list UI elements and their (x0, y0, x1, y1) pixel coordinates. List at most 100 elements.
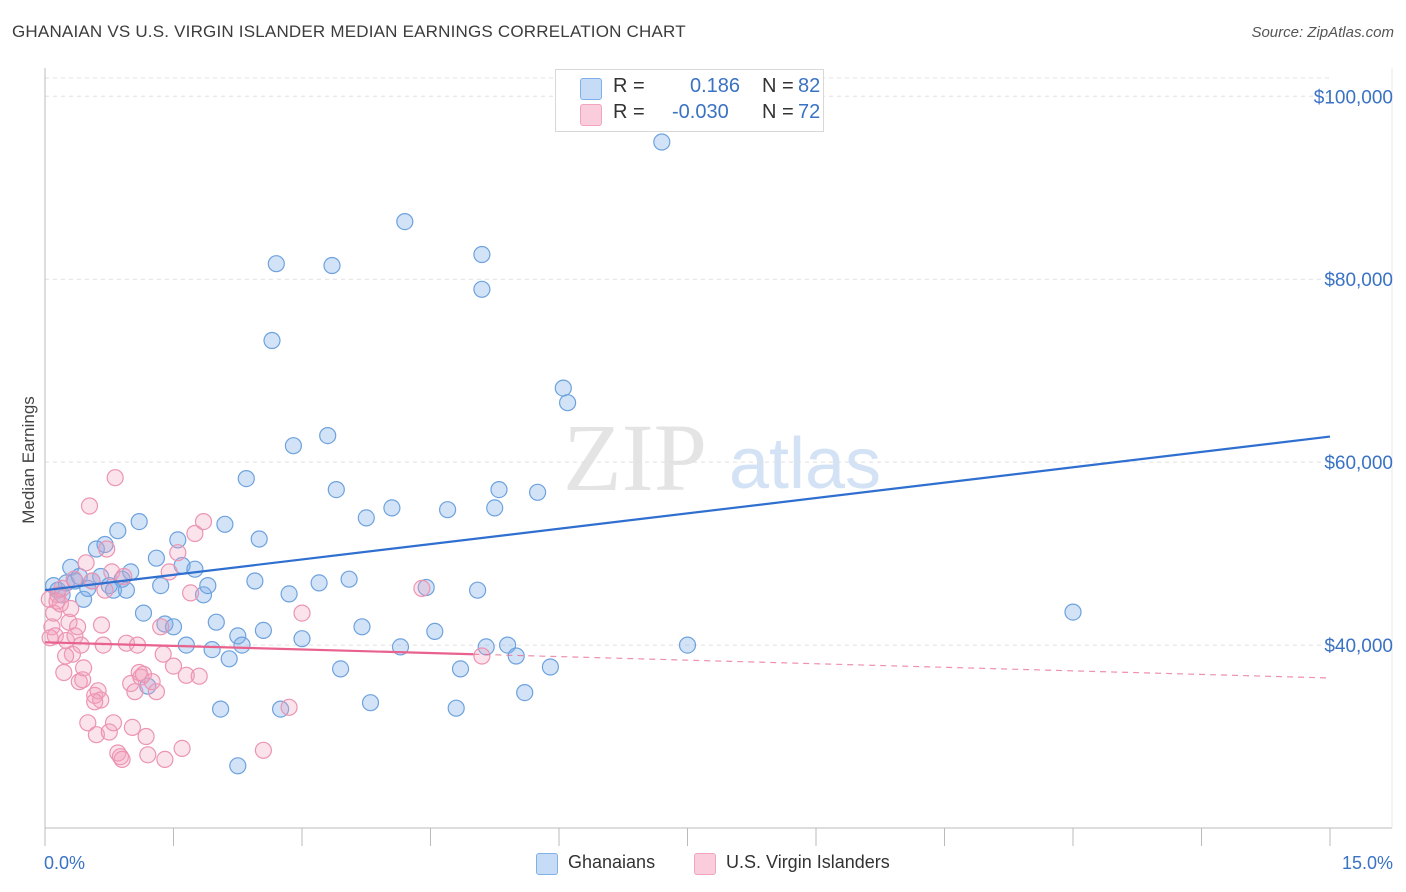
ghanaian-point (332, 660, 350, 678)
legend-r-value-ghanaians: 0.186 (690, 75, 741, 97)
ghanaian-point (152, 576, 170, 595)
axes (44, 68, 1393, 846)
ghanaian-point (490, 481, 508, 499)
virgin-islander-point (104, 714, 123, 732)
ghanaian-point (280, 585, 298, 603)
ghanaian-point (207, 613, 225, 631)
ghanaian-point (426, 622, 444, 641)
virgin-islander-point (137, 727, 155, 746)
virgin-islander-point (100, 723, 118, 741)
ghanaian-point (164, 618, 183, 636)
source-credit: Source: ZipAtlas.com (1251, 24, 1394, 41)
ghanaian-point (353, 618, 371, 636)
legend-r-value-virgin-islanders: -0.030 (672, 101, 729, 123)
virgin-islander-point (117, 634, 136, 652)
virgin-islander-point (182, 584, 200, 602)
virgin-islander-point (152, 618, 170, 636)
ghanaian-point (558, 394, 577, 412)
ghanaian-point (323, 256, 341, 275)
virgin-islander-point (190, 667, 208, 685)
virgin-islander-point (132, 668, 150, 686)
virgin-islander-point (68, 618, 87, 636)
virgin-islander-point (43, 618, 61, 636)
virgin-islander-point (413, 579, 431, 598)
virgin-islander-point (473, 647, 491, 665)
ghanaian-point (216, 515, 234, 533)
ghanaian-point (134, 604, 153, 622)
ghanaian-point (169, 531, 187, 549)
legend-n-label: N = (762, 75, 794, 97)
ghanaian-point (263, 331, 281, 350)
legend-n-value-virgin-islanders: 72 (798, 101, 821, 123)
ghanaian-point (383, 499, 401, 517)
virgin-islander-point (55, 663, 73, 682)
ghanaian-point (486, 499, 504, 517)
virgin-islander-point (79, 714, 97, 732)
virgin-islander-point (173, 739, 191, 758)
ghanaian-point (327, 481, 345, 499)
ghanaian-point (357, 509, 375, 527)
y-tick-label: $60,000 (1324, 453, 1393, 474)
virgin-islander-point (80, 497, 99, 515)
ghanaian-point (272, 700, 290, 718)
virgin-islander-point (87, 726, 106, 744)
ghanaian-trend-line (44, 435, 1331, 592)
virgin-islander-point (113, 750, 131, 769)
legend-swatch-ghanaians (580, 78, 602, 100)
virgin-islander-point (123, 718, 141, 737)
ghanaian-point (439, 501, 457, 519)
legend-n-label: N = (762, 101, 794, 123)
ghanaian-point (1064, 603, 1082, 621)
ghanaian-point (267, 255, 285, 273)
virgin-islander-point (147, 683, 165, 701)
ghanaian-point (391, 638, 410, 656)
ghanaian-point (516, 683, 534, 702)
bottom-legend-label-ghanaians: Ghanaians (568, 852, 656, 872)
bottom-legend-swatch-ghanaians (536, 853, 558, 875)
virgin-islander-point (92, 691, 110, 709)
ghanaian-point (528, 483, 547, 501)
virgin-islander-point (72, 636, 90, 654)
virgin-islander-point (98, 540, 116, 558)
virgin-islander-trend-line (44, 641, 474, 656)
virgin-islander-point (106, 469, 124, 487)
watermark-zip: ZIP (563, 404, 707, 511)
ghanaian-point (74, 590, 93, 608)
virgin-islander-trend-line-extension (473, 653, 1331, 679)
ghanaian-point (310, 574, 328, 592)
virgin-islander-point (74, 671, 92, 689)
y-tick-label: $80,000 (1324, 270, 1393, 291)
virgin-islander-point (280, 698, 298, 716)
ghanaian-point (109, 522, 127, 540)
ghanaian-point (237, 470, 255, 488)
legend-swatch-virgin-islanders (580, 104, 602, 126)
ghanaian-point (212, 700, 230, 718)
virgin-islander-point (143, 673, 161, 691)
tick-labels: $40,000 $60,000 $80,000 $100,000 0.0% 15.0% (44, 87, 1393, 873)
legend-r-label: R = (613, 101, 645, 123)
ghanaian-point (473, 245, 491, 264)
ghanaian-point (254, 621, 272, 640)
ghanaian-point (229, 757, 247, 775)
trend-lines (44, 435, 1331, 679)
ghanaian-point (117, 581, 136, 599)
ghanaian-point (199, 576, 217, 595)
ghanaian-point (451, 660, 470, 678)
y-tick-label: $100,000 (1314, 87, 1393, 108)
ghanaian-point (554, 379, 572, 397)
y-tick-label: $40,000 (1324, 636, 1393, 657)
ghanaian-point (130, 512, 148, 531)
ghanaian-point (447, 699, 465, 717)
ghanaian-point (469, 581, 487, 599)
legend-n-value-ghanaians: 82 (798, 75, 821, 97)
ghanaian-point (284, 437, 302, 455)
ghanaian-point (203, 640, 221, 659)
grid (45, 77, 1330, 646)
virgin-islander-point (139, 746, 157, 764)
virgin-islander-point (254, 741, 272, 759)
virgin-islander-point (86, 693, 104, 711)
virgin-islander-point (126, 683, 144, 701)
ghanaian-point (250, 530, 268, 548)
ghanaian-point (186, 560, 204, 578)
